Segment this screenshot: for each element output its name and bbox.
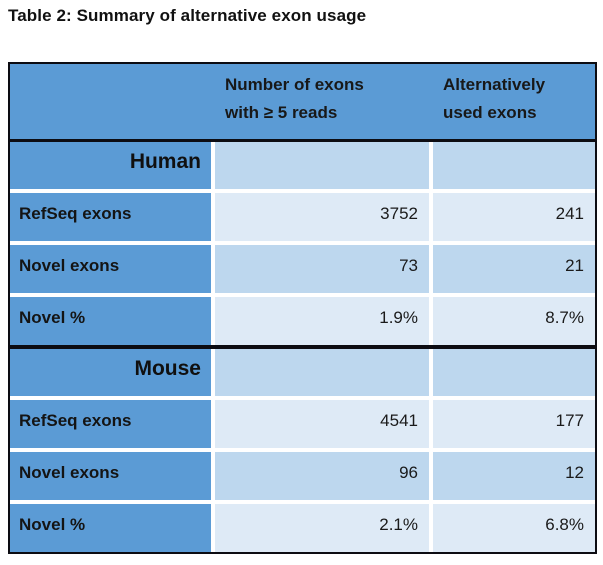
summary-table: Number of exons with ≥ 5 reads Alternati… <box>8 62 597 554</box>
header-col-exons-5reads: Number of exons with ≥ 5 reads <box>215 64 433 139</box>
cell-value: 8.7% <box>433 297 595 345</box>
header-spacer-cell <box>10 64 215 139</box>
row-label: RefSeq exons <box>10 400 211 448</box>
header-line: with ≥ 5 reads <box>225 103 338 122</box>
header-col-alt-used: Alternatively used exons <box>433 64 595 139</box>
header-line: Alternatively <box>443 75 546 94</box>
table-row: Novel % 1.9% 8.7% <box>10 293 595 345</box>
table-row: Novel exons 73 21 <box>10 241 595 293</box>
table-row: RefSeq exons 3752 241 <box>10 189 595 241</box>
table-row: RefSeq exons 4541 177 <box>10 396 595 448</box>
section-label: Human <box>10 142 211 189</box>
section-label: Mouse <box>10 349 211 396</box>
band-empty-cell <box>215 349 429 396</box>
cell-value: 241 <box>433 193 595 241</box>
cell-value: 4541 <box>215 400 429 448</box>
cell-value: 73 <box>215 245 429 293</box>
cell-value: 177 <box>433 400 595 448</box>
header-line: Number of exons <box>225 75 364 94</box>
table-row: Novel exons 96 12 <box>10 448 595 500</box>
cell-value: 2.1% <box>215 504 429 552</box>
header-line: used exons <box>443 103 537 122</box>
band-empty-cell <box>433 142 595 189</box>
row-label: Novel exons <box>10 452 211 500</box>
row-label: Novel exons <box>10 245 211 293</box>
band-empty-cell <box>433 349 595 396</box>
cell-value: 21 <box>433 245 595 293</box>
row-label: Novel % <box>10 297 211 345</box>
cell-value: 12 <box>433 452 595 500</box>
section-band-human: Human <box>10 142 595 189</box>
table-header-row: Number of exons with ≥ 5 reads Alternati… <box>10 64 595 142</box>
band-empty-cell <box>215 142 429 189</box>
section-band-mouse: Mouse <box>10 345 595 396</box>
table-caption: Table 2: Summary of alternative exon usa… <box>8 6 367 25</box>
row-label: RefSeq exons <box>10 193 211 241</box>
cell-value: 6.8% <box>433 504 595 552</box>
table-row: Novel % 2.1% 6.8% <box>10 500 595 552</box>
row-label: Novel % <box>10 504 211 552</box>
cell-value: 3752 <box>215 193 429 241</box>
cell-value: 96 <box>215 452 429 500</box>
cell-value: 1.9% <box>215 297 429 345</box>
